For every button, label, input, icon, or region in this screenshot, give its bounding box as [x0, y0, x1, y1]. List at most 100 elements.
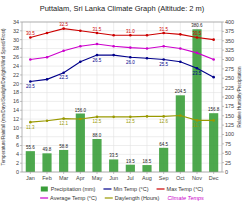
legend-swatch [41, 187, 48, 192]
tick-label: Jul [127, 175, 134, 181]
tick [20, 101, 22, 102]
line-label: 30.5 [26, 31, 35, 36]
tick [213, 172, 214, 174]
marker [162, 45, 165, 48]
tick-label: 375 [225, 28, 234, 34]
marker [146, 57, 149, 60]
marker [146, 115, 149, 118]
grid-line [22, 145, 222, 146]
marker [29, 121, 32, 124]
marker [79, 45, 82, 48]
tick [163, 172, 164, 174]
marker [96, 43, 99, 46]
tick-label: 6 [16, 142, 19, 148]
grid-line [22, 48, 222, 49]
tick-label: 300 [225, 56, 234, 62]
tick [20, 136, 22, 137]
tick-label: 16 [13, 98, 19, 104]
tick-label: 14 [13, 107, 19, 113]
legend-swatch [103, 188, 111, 189]
grid-line [147, 22, 148, 172]
tick [222, 78, 224, 79]
legend: Precipitation (mm) Min Temp (°C) Max Temp … [40, 186, 204, 201]
grid-line [22, 92, 222, 93]
marker [112, 45, 115, 48]
tick-label: Apr [76, 175, 85, 181]
grid-line [130, 22, 131, 172]
grid-line [63, 22, 64, 172]
grid-line [22, 83, 222, 84]
marker [129, 116, 132, 119]
marker [62, 117, 65, 120]
bar [142, 165, 151, 172]
title: Puttalam, Sri Lanka Climate Graph (Altit… [40, 4, 205, 13]
line-label: 20.5 [26, 84, 35, 89]
bar [26, 151, 35, 172]
bar-label: 33.5 [109, 153, 118, 158]
line-label: 26.0 [126, 60, 135, 65]
tick [197, 172, 198, 174]
tick-label: 12 [13, 116, 19, 122]
tick-label: Dec [209, 175, 219, 181]
tick [222, 97, 224, 98]
marker [212, 76, 215, 79]
marker [179, 60, 182, 63]
legend-item: Precipitation (mm) [41, 186, 96, 192]
bar [76, 114, 85, 173]
line-label: 12.6 [159, 119, 168, 124]
bar-label: 19.5 [126, 159, 135, 164]
line-label: 11.7 [193, 123, 202, 128]
tick-label: 10 [13, 125, 19, 131]
axes: 0246810121416182022242628303234025507510… [13, 19, 234, 181]
tick [80, 172, 81, 174]
marker [62, 71, 65, 74]
line-label: 26.5 [93, 58, 102, 63]
tick-label: Feb [42, 175, 51, 181]
tick-label: 18 [13, 89, 19, 95]
marker [96, 32, 99, 35]
legend-swatch [105, 197, 113, 198]
bar-label: 380.6 [191, 23, 203, 28]
legend-swatch [157, 188, 165, 189]
tick [20, 145, 22, 146]
tick [147, 172, 148, 174]
bar-label: 55.6 [26, 145, 35, 150]
tick-label: 75 [225, 141, 231, 147]
tick [47, 172, 48, 174]
legend-item: Min Temp (°C) [103, 186, 148, 192]
marker [212, 38, 215, 41]
tick-label: Jan [26, 175, 35, 181]
marker [146, 34, 149, 37]
line-label: 31.0 [126, 29, 135, 34]
tick-label: 125 [225, 122, 234, 128]
marker [162, 58, 165, 61]
tick [20, 30, 22, 31]
grid-line [22, 39, 222, 40]
marker [179, 47, 182, 50]
tick [97, 172, 98, 174]
line-label: 23.5 [193, 71, 202, 76]
bar [176, 95, 185, 172]
tick-label: 0 [16, 169, 19, 175]
tick [130, 172, 131, 174]
tick [20, 66, 22, 67]
tick-label: 4 [16, 151, 19, 157]
legend-item: Max Temp (°C) [157, 186, 204, 192]
tick-label: 26 [13, 54, 19, 60]
legend-label: Min Temp (°C) [113, 186, 148, 192]
tick [20, 39, 22, 40]
bar-label: 88.0 [93, 133, 102, 138]
tick [222, 22, 224, 23]
tick-label: 24 [13, 63, 19, 69]
grid-line [22, 110, 222, 111]
marker [29, 58, 32, 61]
bar [192, 29, 201, 172]
tick [20, 48, 22, 49]
tick-label: 25 [225, 160, 231, 166]
tick-label: 20 [13, 81, 19, 87]
tick-label: May [92, 175, 103, 181]
plot-area [26, 27, 219, 172]
marker [29, 80, 32, 83]
bar-label: 58.8 [59, 144, 68, 149]
plot-frame [22, 22, 222, 172]
